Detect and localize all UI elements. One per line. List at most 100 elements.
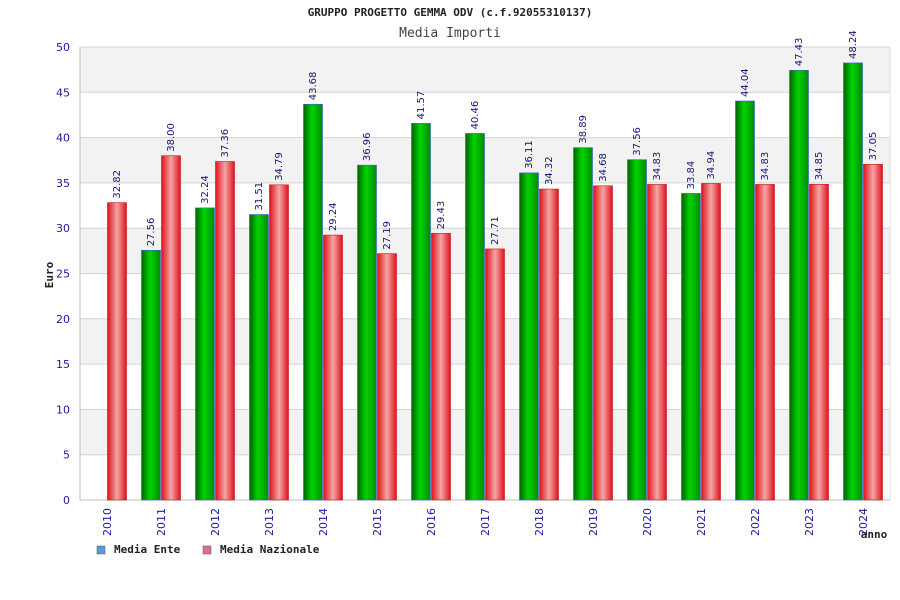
bar-value-label: 43.68: [308, 72, 319, 101]
x-axis-title: anno: [861, 528, 888, 541]
x-tick-label: 2016: [425, 508, 438, 536]
x-tick-label: 2019: [587, 508, 600, 536]
bar-media-nazionale-2012: [215, 161, 235, 501]
bar-value-label: 32.82: [112, 170, 123, 199]
x-tick-label: 2018: [533, 508, 546, 536]
bar-value-label: 37.36: [220, 129, 231, 158]
bar-media-nazionale-2023: [809, 183, 829, 501]
x-tick-label: 2012: [209, 508, 222, 536]
bar-media-ente-2013: [249, 214, 269, 501]
plot-band: [80, 47, 890, 93]
x-tick-label: 2020: [641, 508, 654, 536]
x-tick-label: 2023: [803, 508, 816, 536]
bar-media-ente-2022: [735, 100, 755, 501]
x-tick-label: 2022: [749, 508, 762, 536]
bar-media-ente-2017: [465, 133, 485, 501]
bar-media-nazionale-2013: [269, 184, 289, 501]
legend-swatch-media-nazionale: [202, 545, 212, 555]
bar-media-ente-2020: [627, 159, 647, 501]
bar-media-ente-2014: [303, 103, 323, 501]
bar-value-label: 34.68: [598, 153, 609, 182]
y-tick-label: 25: [56, 268, 70, 281]
bar-value-label: 31.51: [254, 182, 265, 211]
y-tick-label: 40: [56, 132, 70, 145]
plot-band: [80, 228, 890, 274]
plot-band: [80, 364, 890, 410]
bar-media-ente-2011: [141, 250, 161, 501]
bar-value-label: 33.84: [686, 161, 697, 190]
x-axis-ticks: 2010 2011 2012 2013 2014 2015 2016 2017 2018 2019…: [101, 508, 870, 536]
bar-media-nazionale-2010: [107, 202, 127, 501]
y-tick-label: 10: [56, 403, 70, 416]
x-tick-label: 2010: [101, 508, 114, 536]
y-tick-label: 20: [56, 313, 70, 326]
bar-media-nazionale-2021: [701, 183, 721, 501]
x-tick-label: 2011: [155, 508, 168, 536]
legend-swatch-media-ente: [96, 545, 106, 555]
bar-value-label: 38.00: [166, 123, 177, 152]
y-axis-ticks: 0 5 10 15 20 25 30 35 40 45 50: [56, 41, 70, 507]
bar-media-nazionale-2019: [593, 185, 613, 501]
y-axis-title: Euro: [43, 261, 56, 288]
bar-value-label: 38.89: [578, 115, 589, 144]
x-tick-label: 2024: [857, 508, 870, 536]
chart-subtitle: Media Importi: [399, 26, 501, 41]
bar-value-label: 47.43: [794, 38, 805, 67]
bar-value-label: 41.57: [416, 91, 427, 120]
y-tick-label: 15: [56, 358, 70, 371]
bar-value-label: 34.79: [274, 152, 285, 181]
y-tick-label: 5: [63, 449, 70, 462]
bar-media-ente-2024: [843, 62, 863, 501]
bar-value-label: 29.24: [328, 202, 339, 231]
bar-value-label: 34.83: [760, 152, 771, 181]
gridlines: [79, 46, 891, 501]
bar-media-nazionale-2011: [161, 155, 181, 501]
bar-value-label: 37.05: [868, 132, 879, 161]
x-tick-label: 2017: [479, 508, 492, 536]
bar-media-ente-2018: [519, 172, 539, 501]
bar-media-ente-2019: [573, 147, 593, 501]
plot-band: [80, 318, 890, 365]
bar-media-nazionale-2016: [431, 233, 451, 501]
y-tick-label: 30: [56, 222, 70, 235]
x-tick-label: 2013: [263, 508, 276, 536]
y-tick-label: 0: [63, 494, 70, 507]
bar-value-label: 29.43: [436, 201, 447, 230]
bar-value-label: 34.32: [544, 156, 555, 185]
bar-value-label: 48.24: [848, 30, 859, 59]
bar-value-label: 36.11: [524, 140, 535, 169]
x-tick-label: 2021: [695, 508, 708, 536]
bar-value-label: 34.85: [814, 152, 825, 181]
bar-media-ente-2016: [411, 123, 431, 501]
plot-band: [80, 182, 890, 229]
bar-value-label: 27.56: [146, 218, 157, 247]
bar-media-ente-2021: [681, 193, 701, 501]
legend-label-media-nazionale: Media Nazionale: [220, 543, 320, 556]
bar-value-label: 34.94: [706, 151, 717, 180]
bar-media-nazionale-2017: [485, 248, 505, 501]
bar-media-ente-2015: [357, 164, 377, 501]
x-tick-label: 2014: [317, 508, 330, 536]
bar-value-label: 37.56: [632, 127, 643, 156]
bar-value-label: 32.24: [200, 175, 211, 204]
legend: Media Ente Media Nazionale: [96, 543, 320, 556]
bar-value-label: 40.46: [470, 101, 481, 130]
plot-band: [80, 92, 890, 138]
bar-media-nazionale-2020: [647, 184, 667, 501]
plot-band: [80, 409, 890, 455]
bar-media-nazionale-2014: [323, 234, 343, 501]
bar-media-nazionale-2015: [377, 253, 397, 501]
y-tick-label: 35: [56, 177, 70, 190]
bars: 32.82 27.56 38.00 32.24 37.36 31.51 34.79 43.68…: [107, 30, 883, 501]
bar-media-nazionale-2024: [863, 164, 883, 501]
plot-background: [80, 47, 890, 500]
bar-value-label: 34.83: [652, 152, 663, 181]
legend-label-media-ente: Media Ente: [114, 543, 181, 556]
bar-value-label: 44.04: [740, 68, 751, 97]
plot-band: [80, 454, 890, 500]
plot-band: [80, 137, 890, 183]
bar-value-label: 27.71: [490, 216, 501, 245]
bar-value-label: 27.19: [382, 221, 393, 250]
bar-media-nazionale-2022: [755, 184, 775, 501]
